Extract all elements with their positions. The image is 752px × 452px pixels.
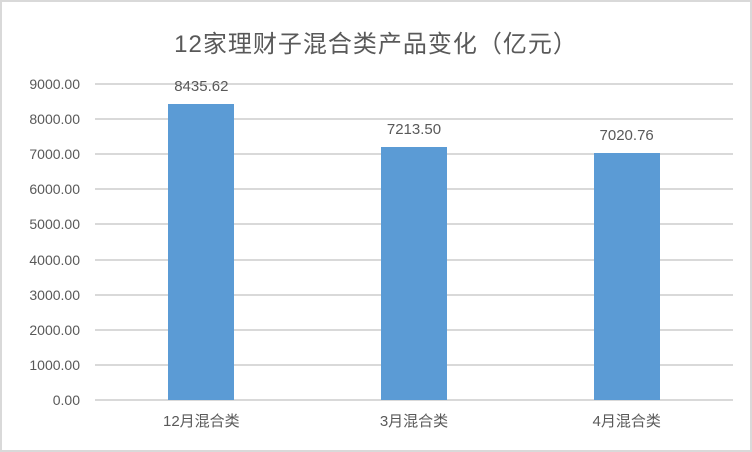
bar	[168, 103, 235, 400]
gridline	[95, 118, 733, 121]
x-axis-label: 3月混合类	[379, 413, 449, 430]
y-axis-label: 2000.00	[29, 321, 80, 338]
x-axis-label: 4月混合类	[592, 413, 661, 430]
bar-value-label: 7213.50	[386, 120, 442, 138]
y-axis-label: 1000.00	[29, 356, 80, 373]
y-axis-label: 6000.00	[29, 181, 80, 198]
y-axis-label: 5000.00	[29, 216, 80, 233]
y-axis-label: 4000.00	[29, 251, 80, 268]
y-axis-label: 3000.00	[29, 286, 80, 303]
y-axis-label: 9000.00	[29, 76, 80, 92]
gridline	[95, 83, 733, 85]
y-axis-label: 8000.00	[29, 111, 80, 128]
bar-value-label: 8435.62	[174, 77, 229, 95]
chart-title: 12家理财子混合类产品变化（亿元）	[174, 31, 578, 58]
bar-value-label: 7020.76	[599, 127, 654, 145]
y-axis-label: 0.00	[52, 392, 80, 408]
bar	[381, 146, 447, 400]
y-axis-label: 7000.00	[29, 146, 80, 163]
bar	[593, 153, 660, 400]
x-axis-line	[95, 399, 733, 401]
x-axis-label: 12月混合类	[162, 413, 240, 430]
